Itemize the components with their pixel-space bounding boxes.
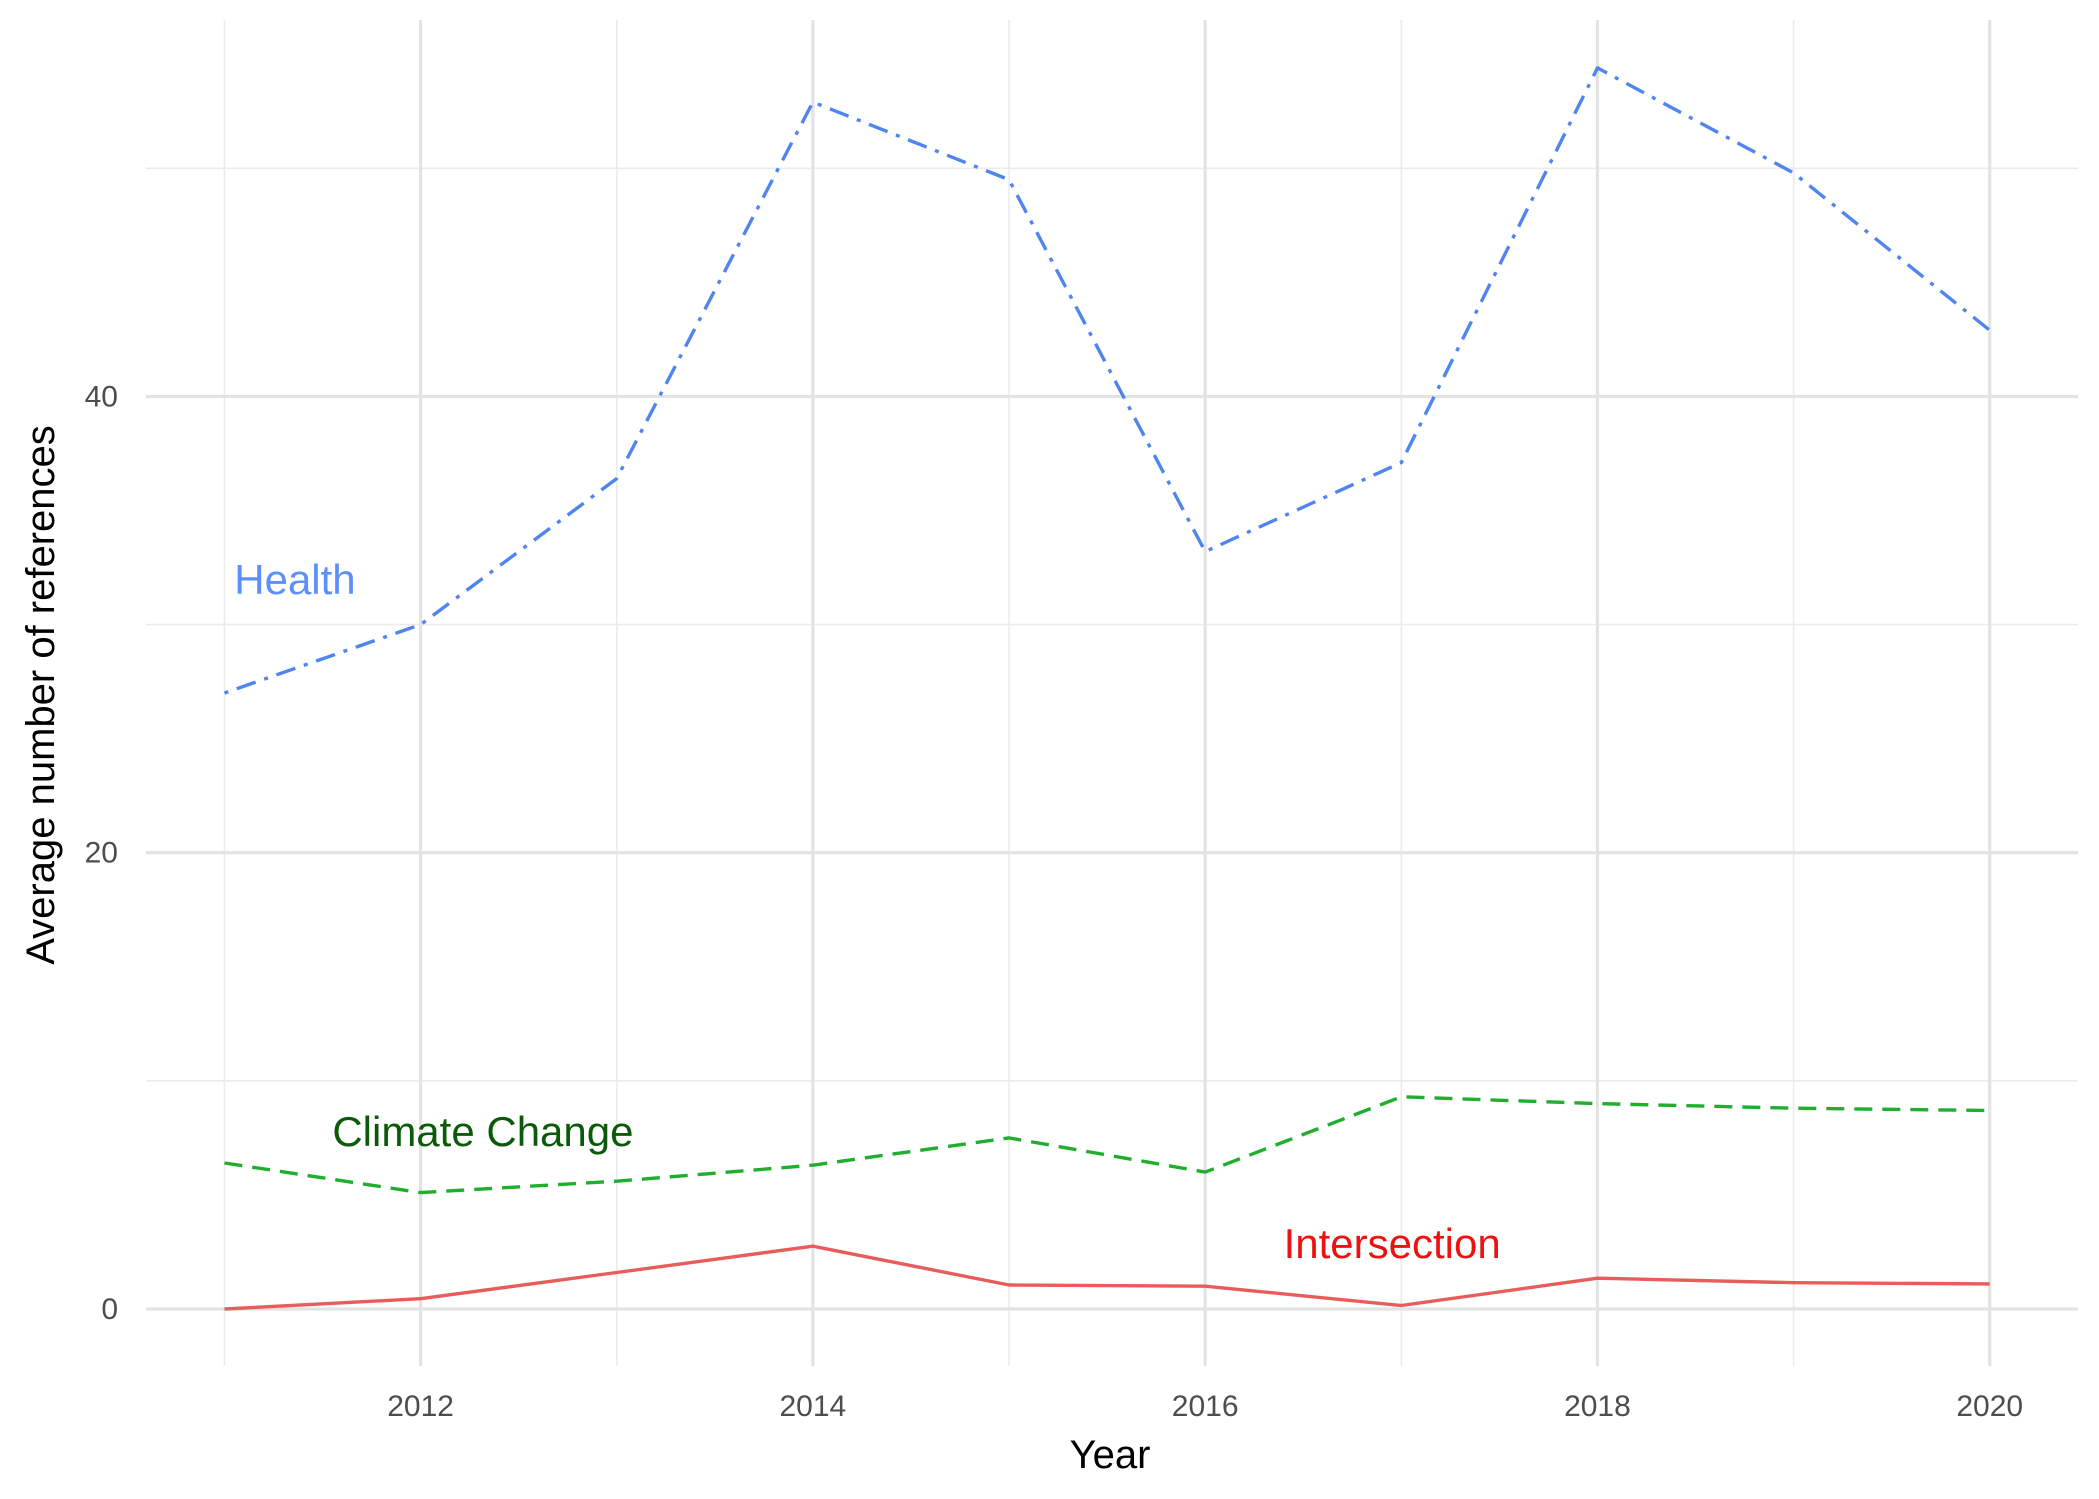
series-line-health (223, 66, 1991, 695)
x-tick-label: 2016 (1172, 1390, 1239, 1423)
y-tick-label: 40 (85, 380, 118, 413)
series-label-climate-change: Climate Change (332, 1108, 633, 1155)
series-label-health: Health (234, 556, 355, 603)
tick-labels: 0 20 40 2012 2014 2016 2018 2020 (85, 380, 2023, 1423)
y-tick-label: 20 (85, 837, 118, 870)
grid-lines (146, 20, 2078, 1366)
x-tick-label: 2012 (387, 1390, 454, 1423)
y-tick-label: 0 (101, 1293, 118, 1326)
x-tick-label: 2018 (1564, 1390, 1631, 1423)
y-axis-title: Average number of references (19, 425, 63, 965)
series-lines (223, 66, 1991, 1311)
x-tick-label: 2020 (1956, 1390, 2023, 1423)
x-tick-label: 2014 (780, 1390, 847, 1423)
x-axis-title: Year (1070, 1433, 1151, 1477)
series-line-climate-change (224, 1095, 1990, 1195)
series-labels: Health Climate Change Intersection (234, 556, 1500, 1267)
series-label-intersection: Intersection (1284, 1220, 1501, 1267)
series-line-intersection (224, 1244, 1990, 1311)
